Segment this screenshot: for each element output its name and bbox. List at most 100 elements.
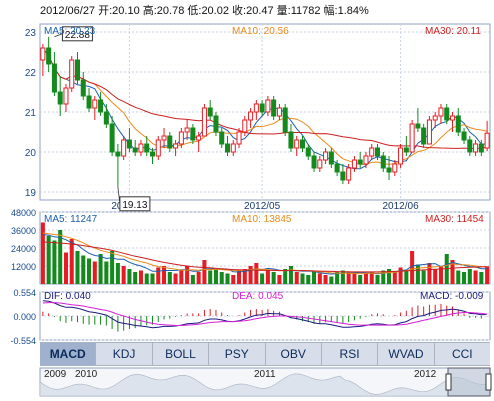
volume-bar [150,273,155,284]
volume-bar [358,275,363,284]
volume-bar [69,239,74,284]
candle-body [415,123,421,129]
volume-bar [260,273,265,284]
navigator-handle-left[interactable] [445,373,452,391]
tab-wvad[interactable]: WVAD [378,343,435,365]
price-legend-2: MA30: 20.11 [425,26,481,37]
volume-bar [467,269,472,284]
navigator-window[interactable] [447,367,491,397]
volume-bar [133,272,138,284]
candle-body [444,107,450,121]
macd-legend-0: DIF: 0.040 [44,291,91,302]
candle-body [386,167,392,173]
candle-body [271,99,277,117]
volume-bar [144,273,149,284]
volume-bar [213,269,218,284]
volume-bar [294,272,299,284]
candle-body [467,139,473,153]
candle-body [294,139,300,149]
volume-bar [196,272,201,284]
tab-rsi[interactable]: RSI [322,343,379,365]
annotation-box [119,196,151,212]
candle-body [196,135,202,141]
candle-body [138,143,144,153]
candle-body [374,147,381,157]
volume-bar [340,270,345,284]
tab-cci[interactable]: CCI [451,347,473,361]
volume-bar [173,273,178,284]
navigator-handle-right[interactable] [485,373,492,391]
candle-body [207,107,213,117]
candle-body [57,91,63,105]
tab-psy[interactable]: PSY [209,343,266,365]
volume-bar [121,266,126,284]
candle-body [473,143,479,153]
volume-bar [427,263,432,284]
candle-body [334,163,340,173]
candle-body [432,115,438,121]
volume-bar [352,273,357,284]
candle-body [167,135,173,149]
volume-bar [283,269,288,284]
indicator-tabs: MACD KDJ BOLL PSY OBV RSI WVAD CCI [40,342,490,366]
candle-body [455,115,461,133]
candle-body [288,131,294,149]
tab-obv[interactable]: OBV [266,343,322,365]
candle-body [323,151,329,161]
candle-body [403,147,409,153]
volume-bar [415,264,420,284]
candle-body [236,131,242,145]
candle-body [449,115,456,121]
candle-body [478,143,484,153]
time-navigator[interactable]: 2009 2010 2011 2012 [39,367,492,397]
tab-macd[interactable]: MACD [40,343,97,365]
tab-boll[interactable]: BOLL [153,343,210,365]
candle-body [438,107,444,117]
volume-legend-1: MA10: 13845 [232,214,292,225]
price-legend-0: MA5: 20.23 [44,26,96,37]
ma10-line [42,47,488,165]
volume-bar [115,263,120,284]
navigator-label-2: 2011 [254,369,276,380]
candle-body [351,159,357,169]
annotation-leader [54,33,63,38]
volume-bar [462,272,467,284]
volume-bar [219,272,224,284]
volume-ma10-line [42,232,488,275]
volume-bar [58,230,63,284]
volume-bar [438,266,443,284]
volume-bar [138,270,143,284]
volume-bar [392,272,397,284]
macd-y-tick: -0.554 [10,336,36,346]
price-x-tick: 2012/05 [244,201,281,212]
candle-body [392,163,398,173]
candle-body [69,59,75,89]
volume-bar [277,275,282,284]
candle-body [115,151,121,157]
candle-body [173,143,179,149]
price-y-tick: 20 [25,148,37,159]
price-y-tick: 19 [25,188,37,199]
volume-bar [75,251,80,284]
volume-bar [271,272,276,284]
macd-y-tick: 0.000 [13,312,36,322]
volume-bar [202,260,207,284]
volume-bar [433,269,438,284]
candle-body [230,143,236,153]
dea-line [42,302,488,326]
volume-y-tick: 12000 [11,262,36,272]
candle-body [340,171,346,181]
annotation-box [61,26,93,42]
candle-body [92,99,98,109]
candle-body [305,147,311,157]
candle-body [63,87,69,105]
volume-bar [98,254,103,284]
candle-body [80,79,86,97]
volume-bar [450,260,455,284]
candle-body [369,147,375,157]
volume-bar [404,270,409,284]
tab-kdj[interactable]: KDJ [96,343,153,365]
candle-body [74,59,81,81]
candle-body [409,123,415,153]
